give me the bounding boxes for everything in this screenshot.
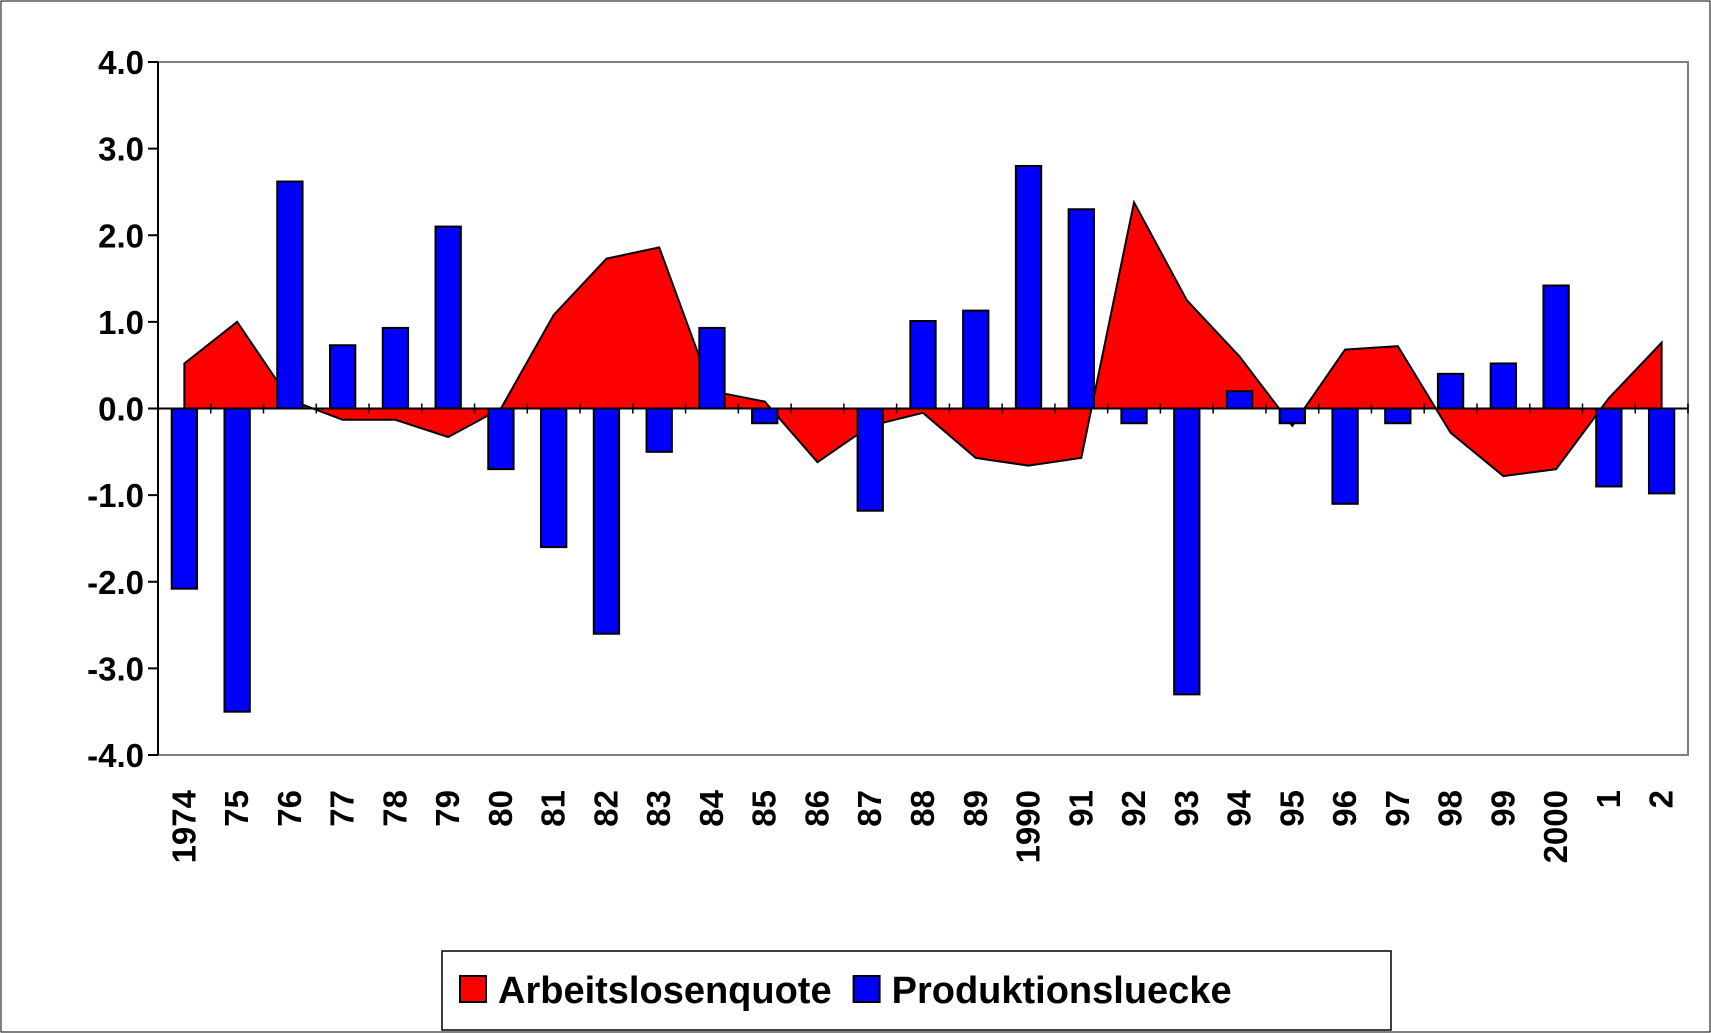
x-tick-label: 95 bbox=[1273, 790, 1310, 827]
bar bbox=[751, 407, 779, 425]
bar bbox=[1120, 407, 1148, 425]
bar bbox=[276, 180, 304, 410]
x-tick-label: 87 bbox=[851, 790, 888, 827]
legend-swatch bbox=[459, 975, 487, 1003]
bar bbox=[381, 326, 410, 410]
x-tick-label: 97 bbox=[1379, 790, 1416, 827]
x-tick-label: 75 bbox=[218, 790, 255, 827]
bar bbox=[1067, 208, 1095, 410]
bar bbox=[1595, 407, 1623, 488]
bar bbox=[1647, 407, 1676, 495]
bar bbox=[1225, 390, 1254, 410]
bar bbox=[909, 320, 937, 410]
x-tick-label: 94 bbox=[1221, 789, 1258, 826]
legend-box bbox=[441, 950, 1392, 1031]
x-tick-label: 91 bbox=[1062, 790, 1099, 827]
y-tick-label: 2.0 bbox=[98, 217, 144, 254]
x-tick-label: 78 bbox=[376, 790, 413, 827]
bar bbox=[1384, 407, 1412, 425]
legend-label: Produktionsluecke bbox=[892, 970, 1232, 1012]
bar bbox=[592, 407, 621, 635]
y-tick-label: 4.0 bbox=[98, 44, 144, 81]
legend-swatch bbox=[852, 975, 881, 1003]
bar bbox=[170, 407, 199, 590]
bar bbox=[328, 344, 357, 410]
x-tick-label: 93 bbox=[1168, 790, 1205, 827]
x-tick-label: 85 bbox=[746, 790, 783, 827]
legend-label: Arbeitslosenquote bbox=[498, 970, 832, 1012]
bar bbox=[1542, 284, 1570, 410]
bar bbox=[487, 407, 515, 471]
x-tick-label: 1 bbox=[1590, 790, 1627, 808]
bar bbox=[962, 309, 990, 410]
y-tick-label: -1.0 bbox=[87, 477, 144, 514]
y-tick-label: -3.0 bbox=[87, 650, 144, 687]
bar bbox=[223, 407, 251, 713]
bar bbox=[1014, 164, 1043, 410]
bar bbox=[1173, 407, 1201, 696]
x-tick-label: 1974 bbox=[165, 789, 202, 863]
x-tick-label: 2 bbox=[1643, 790, 1680, 808]
x-tick-label: 80 bbox=[482, 790, 519, 827]
bar bbox=[1489, 362, 1518, 410]
bar bbox=[1331, 407, 1359, 505]
y-tick-label: 3.0 bbox=[98, 131, 144, 168]
x-tick-label: 2000 bbox=[1537, 790, 1574, 863]
x-tick-label: 81 bbox=[535, 790, 572, 827]
x-tick-label: 82 bbox=[587, 790, 624, 827]
x-tick-label: 83 bbox=[640, 790, 677, 827]
bar bbox=[1436, 372, 1465, 410]
y-tick-label: 1.0 bbox=[98, 304, 144, 341]
x-tick-label: 99 bbox=[1484, 790, 1521, 827]
y-tick-label: 0.0 bbox=[98, 391, 144, 428]
bar bbox=[540, 407, 568, 549]
x-tick-label: 86 bbox=[798, 790, 835, 827]
x-tick-label: 79 bbox=[429, 790, 466, 827]
x-tick-label: 89 bbox=[957, 790, 994, 827]
bar bbox=[856, 407, 884, 512]
y-tick-label: -2.0 bbox=[87, 564, 144, 601]
x-tick-label: 77 bbox=[324, 790, 361, 827]
bar bbox=[434, 225, 462, 410]
x-tick-label: 88 bbox=[904, 790, 941, 827]
x-tick-label: 92 bbox=[1115, 790, 1152, 827]
bar bbox=[1278, 407, 1306, 425]
x-tick-label: 1990 bbox=[1010, 790, 1047, 863]
bar bbox=[698, 326, 726, 410]
bar bbox=[645, 407, 673, 453]
x-tick-label: 76 bbox=[271, 790, 308, 827]
x-tick-label: 98 bbox=[1432, 790, 1469, 827]
x-tick-label: 84 bbox=[693, 789, 730, 826]
x-tick-label: 96 bbox=[1326, 790, 1363, 827]
y-tick-label: -4.0 bbox=[87, 737, 144, 774]
